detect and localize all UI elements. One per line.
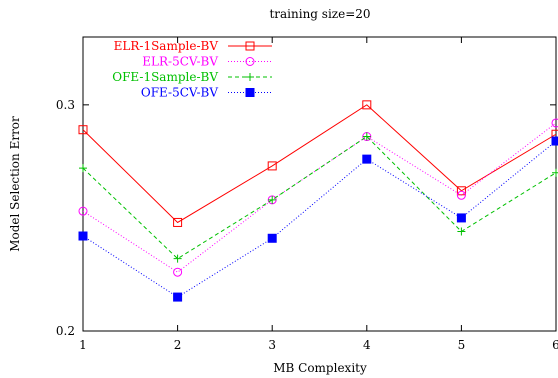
legend-marker bbox=[245, 41, 255, 51]
chart-title: training size=20 bbox=[269, 7, 370, 21]
data-point bbox=[78, 125, 88, 135]
data-point bbox=[78, 206, 88, 216]
data-point bbox=[457, 227, 466, 236]
legend-label: ELR-1Sample-BV bbox=[114, 39, 219, 53]
x-tick-label: 2 bbox=[174, 338, 182, 352]
y-tick-label: 0.2 bbox=[56, 324, 75, 338]
legend-label: OFE-5CV-BV bbox=[141, 86, 218, 100]
series-ELR-1Sample-BV bbox=[78, 100, 558, 227]
data-point bbox=[173, 292, 183, 302]
data-point bbox=[173, 217, 183, 227]
x-tick-label: 3 bbox=[268, 338, 276, 352]
data-point bbox=[551, 118, 558, 128]
legend-label: ELR-5CV-BV bbox=[142, 55, 218, 69]
y-axis-label: Model Selection Error bbox=[8, 116, 22, 252]
series-OFE-1Sample-BV bbox=[79, 132, 558, 263]
legend-label: OFE-1Sample-BV bbox=[112, 70, 218, 84]
series-line bbox=[82, 122, 557, 273]
series-layer bbox=[78, 100, 558, 302]
data-point bbox=[173, 254, 182, 263]
legend-marker bbox=[245, 88, 255, 97]
x-tick-label: 5 bbox=[458, 338, 466, 352]
data-point bbox=[551, 136, 558, 146]
data-point bbox=[362, 100, 372, 110]
series-OFE-5CV-BV bbox=[78, 136, 558, 302]
x-tick-label: 1 bbox=[79, 338, 87, 352]
plot-frame bbox=[82, 36, 557, 332]
data-point bbox=[268, 195, 277, 204]
series-line bbox=[82, 140, 557, 298]
data-point bbox=[362, 154, 372, 164]
x-tick-label: 6 bbox=[552, 338, 558, 352]
series-line bbox=[82, 135, 557, 260]
series-ELR-5CV-BV bbox=[78, 118, 558, 277]
data-point bbox=[173, 267, 183, 277]
data-point bbox=[267, 233, 277, 243]
data-point bbox=[456, 213, 466, 223]
data-point bbox=[267, 161, 277, 171]
axis-ticks: 1 2 3 4 5 6 0.2 0.3 bbox=[56, 37, 558, 352]
legend-marker bbox=[246, 73, 254, 81]
data-point bbox=[456, 190, 466, 200]
y-tick-label: 0.3 bbox=[56, 98, 75, 112]
data-point bbox=[79, 164, 87, 173]
series-line bbox=[82, 104, 557, 224]
data-point bbox=[78, 231, 88, 241]
x-tick-label: 4 bbox=[363, 338, 371, 352]
data-point bbox=[362, 132, 371, 141]
x-axis-label: MB Complexity bbox=[273, 361, 367, 375]
data-point bbox=[552, 168, 558, 177]
legend-marker bbox=[245, 57, 255, 66]
